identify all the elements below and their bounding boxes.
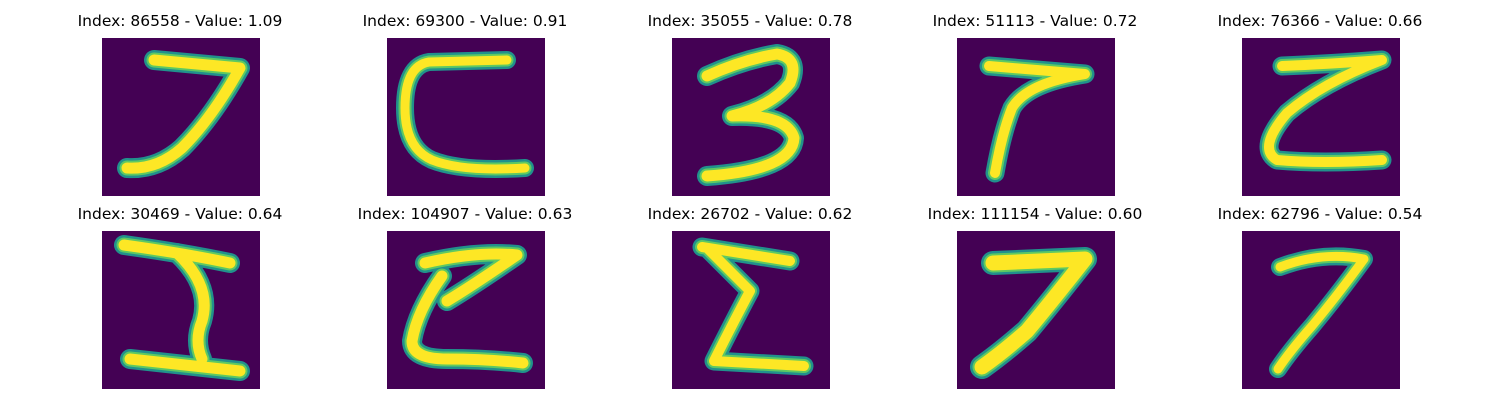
image-panel-9: Index: 111154 - Value: 0.60 <box>920 203 1150 393</box>
image-panel-2: Index: 69300 - Value: 0.91 <box>350 10 580 200</box>
panel-title: Index: 111154 - Value: 0.60 <box>927 205 1143 223</box>
seven-shape-glyph <box>957 231 1115 389</box>
panel-title: Index: 86558 - Value: 1.09 <box>77 12 283 30</box>
seven-shape-glyph <box>1242 231 1400 389</box>
c-shape-glyph <box>387 38 545 196</box>
i-shape-glyph <box>102 231 260 389</box>
image-panel-3: Index: 35055 - Value: 0.78 <box>635 10 865 200</box>
panel-title: Index: 51113 - Value: 0.72 <box>932 12 1138 30</box>
panel-title: Index: 30469 - Value: 0.64 <box>77 205 283 223</box>
image-panel-8: Index: 26702 - Value: 0.62 <box>635 203 865 393</box>
image-panel-6: Index: 30469 - Value: 0.64 <box>65 203 295 393</box>
panel-title: Index: 69300 - Value: 0.91 <box>362 12 568 30</box>
image-panel-7: Index: 104907 - Value: 0.63 <box>350 203 580 393</box>
z-shape-glyph <box>1242 38 1400 196</box>
image-panel-10: Index: 62796 - Value: 0.54 <box>1205 203 1435 393</box>
three-shape-glyph <box>672 38 830 196</box>
panel-title: Index: 26702 - Value: 0.62 <box>647 205 853 223</box>
panel-title: Index: 62796 - Value: 0.54 <box>1217 205 1423 223</box>
image-panel-1: Index: 86558 - Value: 1.09 <box>65 10 295 200</box>
seven-shape-glyph <box>102 38 260 196</box>
panel-title: Index: 35055 - Value: 0.78 <box>647 12 853 30</box>
image-panel-5: Index: 76366 - Value: 0.66 <box>1205 10 1435 200</box>
z-shape-glyph <box>387 231 545 389</box>
panel-title: Index: 76366 - Value: 0.66 <box>1217 12 1423 30</box>
image-panel-4: Index: 51113 - Value: 0.72 <box>920 10 1150 200</box>
panel-title: Index: 104907 - Value: 0.63 <box>357 205 573 223</box>
seven-shape-glyph <box>957 38 1115 196</box>
sigma-shape-glyph <box>672 231 830 389</box>
